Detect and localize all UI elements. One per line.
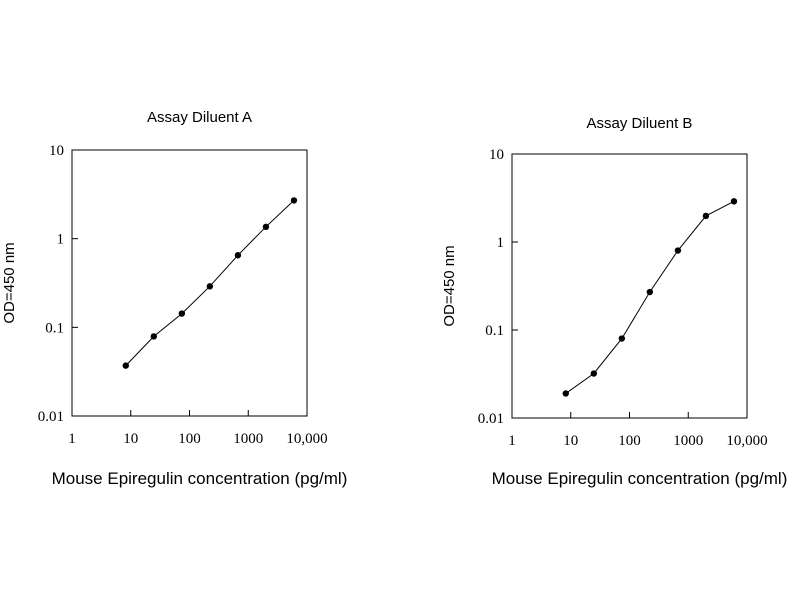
plot-frame <box>71 149 308 417</box>
x-axis-label: Mouse Epiregulin concentration (pg/ml) <box>52 469 348 488</box>
data-point <box>562 390 569 397</box>
plot-frame <box>511 153 748 419</box>
data-point <box>234 252 242 259</box>
data-point <box>702 212 710 220</box>
x-tick-label: 100 <box>178 431 201 447</box>
data-point <box>730 198 738 205</box>
x-tick-label: 1 <box>508 433 516 449</box>
chart-assay-diluent-b: Assay Diluent B 0.01 0.1 1 10 1 10 100 1000 10,… <box>441 115 787 488</box>
data-point <box>290 197 298 204</box>
data-point <box>674 247 682 254</box>
y-tick-label: 0.1 <box>45 320 64 336</box>
y-tick-label: 10 <box>489 147 504 163</box>
y-axis: 0.01 0.1 1 10 <box>478 147 518 427</box>
data-point <box>178 310 186 317</box>
data-points <box>122 197 298 369</box>
x-axis: 1 10 100 1000 10,000 <box>68 410 328 447</box>
y-tick-label: 10 <box>49 143 64 159</box>
x-tick-label: 1000 <box>233 431 263 447</box>
y-axis: 0.01 0.1 1 10 <box>38 143 78 425</box>
chart-assay-diluent-a: Assay Diluent A 0.01 0.1 1 10 1 10 100 1000 10,… <box>1 109 347 488</box>
x-tick-label: 100 <box>618 433 641 449</box>
y-tick-label: 0.01 <box>38 409 64 425</box>
data-points <box>562 198 738 397</box>
data-point <box>122 362 129 369</box>
y-tick-label: 1 <box>57 232 65 248</box>
y-axis-label: OD=450 nm <box>441 245 458 326</box>
x-tick-label: 10 <box>563 433 578 449</box>
x-tick-label: 10 <box>123 431 138 447</box>
series-line <box>565 200 735 394</box>
x-tick-label: 1 <box>68 431 76 447</box>
chart-title: Assay Diluent B <box>587 115 693 132</box>
data-point <box>206 283 214 290</box>
x-axis: 1 10 100 1000 10,000 <box>508 412 768 449</box>
x-tick-label: 1000 <box>673 433 703 449</box>
y-axis-label: OD=450 nm <box>1 242 18 323</box>
series-line <box>125 200 295 366</box>
y-tick-label: 0.01 <box>478 411 504 427</box>
data-point <box>646 288 654 296</box>
y-tick-label: 0.1 <box>485 323 504 339</box>
data-point <box>262 223 270 231</box>
x-tick-label: 10,000 <box>286 431 327 447</box>
chart-title: Assay Diluent A <box>147 109 252 126</box>
data-point <box>150 333 158 340</box>
x-tick-label: 10,000 <box>726 433 767 449</box>
data-point <box>618 335 626 342</box>
data-point <box>590 370 598 377</box>
x-axis-label: Mouse Epiregulin concentration (pg/ml) <box>492 469 788 488</box>
y-tick-label: 1 <box>497 235 505 251</box>
